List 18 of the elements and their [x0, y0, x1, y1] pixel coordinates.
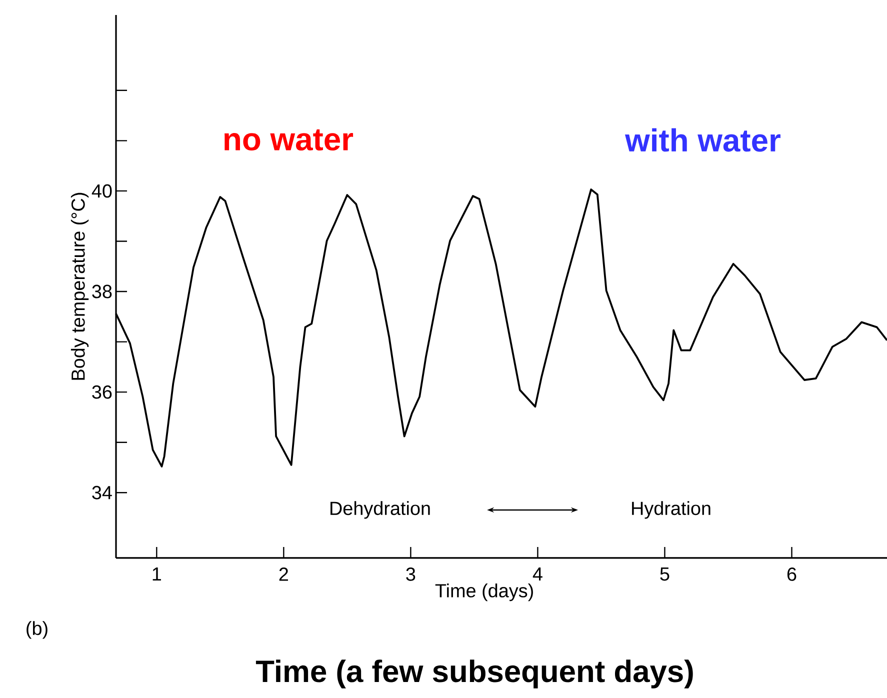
annotation: Hydration: [632, 501, 710, 519]
annotation: Dehydration: [330, 501, 430, 519]
y-tick-label: 38: [92, 284, 112, 298]
y-tick-label: 40: [92, 184, 112, 198]
annotation: no water: [224, 129, 354, 151]
annotation: with water: [624, 128, 780, 152]
text: (b): [26, 621, 48, 639]
x-tick-label: 6: [787, 568, 796, 581]
x-tick-label: 4: [532, 568, 542, 581]
y-tick-label: 34: [92, 486, 112, 500]
x-tick-label: 2: [279, 568, 288, 581]
text: Time (a few subsequent days): [256, 660, 693, 688]
x-tick-label: 1: [152, 568, 161, 581]
x-axis-title: Time (days): [435, 584, 533, 602]
y-tick-label: 36: [92, 385, 112, 399]
x-tick-label: 5: [660, 568, 670, 581]
y-axis-title: Body temperature (°C): [70, 192, 89, 380]
x-tick-label: 3: [406, 568, 416, 581]
